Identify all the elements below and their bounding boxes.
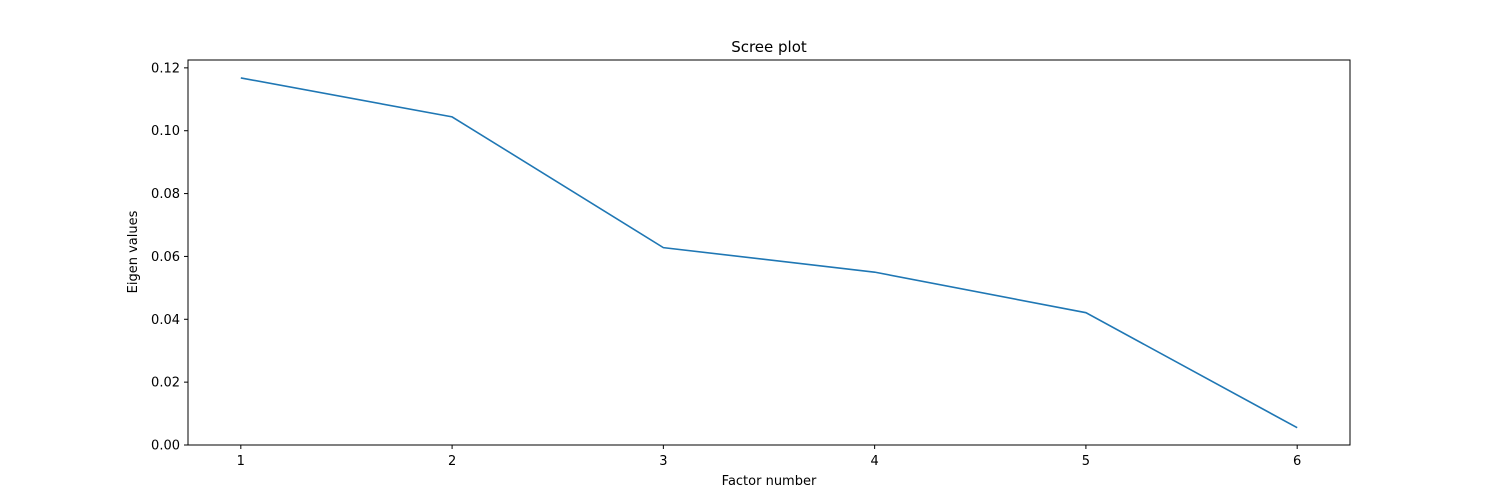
- x-tick-label: 1: [237, 454, 245, 469]
- eigenvalue-line: [240, 77, 1298, 429]
- x-tick-label: 3: [659, 454, 667, 469]
- y-axis: 0.00 0.02 0.04 0.06 0.08 0.10 0.12: [151, 61, 188, 454]
- x-tick-label: 6: [1293, 454, 1301, 469]
- y-tick-label: 0.02: [151, 376, 180, 391]
- x-axis-label: Factor number: [722, 474, 817, 489]
- y-tick-label: 0.00: [151, 439, 180, 454]
- y-tick-label: 0.12: [151, 61, 180, 76]
- y-tick-label: 0.08: [151, 187, 180, 202]
- y-tick-label: 0.10: [151, 124, 180, 139]
- x-tick-label: 2: [448, 454, 456, 469]
- x-axis: 1 2 3 4 5 6: [237, 445, 1301, 469]
- plot-area: 1 2 3 4 5 6 0.00 0.02 0.04 0.06 0.08 0.10 0.12: [151, 59, 1351, 469]
- y-axis-label: Eigen values: [126, 210, 141, 293]
- y-tick-label: 0.04: [151, 313, 180, 328]
- series-layer: [240, 77, 1298, 429]
- y-tick-label: 0.06: [151, 250, 180, 265]
- x-tick-label: 5: [1082, 454, 1090, 469]
- x-tick-label: 4: [870, 454, 878, 469]
- chart-title: Scree plot: [731, 38, 807, 56]
- plot-frame: [187, 59, 1351, 446]
